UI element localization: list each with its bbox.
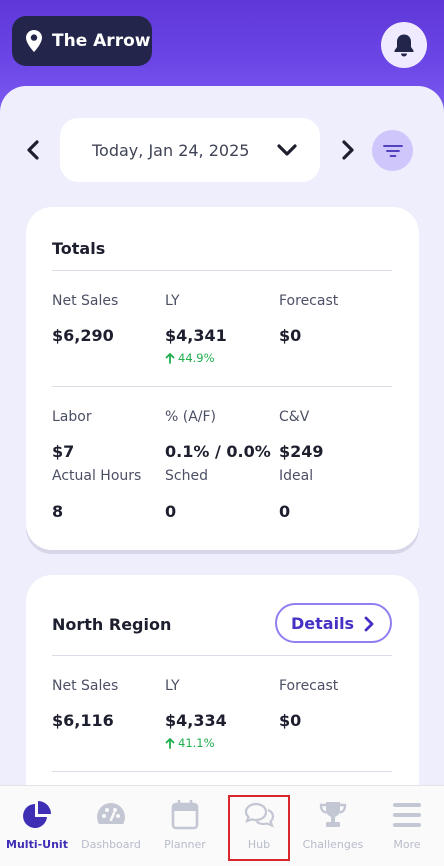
- divider: [52, 771, 392, 772]
- tab-multi-unit[interactable]: Multi-Unit: [0, 786, 74, 866]
- filter-button[interactable]: [372, 130, 413, 171]
- pie-chart-icon: [23, 801, 51, 828]
- net-sales-value: $6,116: [52, 711, 114, 730]
- cv-value: $249: [279, 442, 324, 461]
- ly-value: $4,334: [165, 711, 227, 730]
- calendar-icon: [171, 800, 199, 830]
- ly-delta-value: 41.1%: [178, 736, 215, 750]
- trophy-icon: [319, 802, 347, 827]
- tab-label: Multi-Unit: [6, 838, 68, 851]
- forecast-value: $0: [279, 711, 302, 730]
- net-sales-label: Net Sales: [52, 293, 119, 309]
- arrow-up-icon: [165, 737, 175, 749]
- actual-hours-label: Actual Hours: [52, 468, 142, 484]
- tab-label: More: [393, 838, 421, 851]
- details-button[interactable]: Details: [275, 603, 392, 643]
- next-day-icon[interactable]: [335, 138, 359, 162]
- forecast-label: Forecast: [279, 678, 339, 694]
- location-pin-icon: [26, 30, 42, 52]
- tab-label: Dashboard: [81, 838, 141, 851]
- chat-bubbles-icon: [244, 802, 275, 828]
- net-sales-label: Net Sales: [52, 678, 119, 694]
- menu-icon: [393, 803, 421, 827]
- gauge-icon: [97, 803, 125, 824]
- ly-delta-value: 44.9%: [178, 351, 215, 365]
- sched-value: 0: [165, 502, 177, 521]
- forecast-value: $0: [279, 326, 302, 345]
- location-selector[interactable]: The Arrow: [12, 16, 152, 66]
- bottom-tab-bar: Multi-Unit Dashboard Planner Hub: [0, 785, 444, 866]
- chevron-down-icon: [277, 144, 297, 156]
- bell-icon: [394, 34, 414, 57]
- labor-label: Labor: [52, 409, 92, 425]
- forecast-label: Forecast: [279, 293, 339, 309]
- ideal-value: 0: [279, 502, 291, 521]
- card-title: North Region: [52, 615, 172, 634]
- net-sales-value: $6,290: [52, 326, 114, 345]
- sched-label: Sched: [165, 468, 208, 484]
- region-card-north: North Region Details Net Sales $6,116 LY…: [26, 575, 419, 815]
- ly-label: LY: [165, 293, 180, 309]
- tab-more[interactable]: More: [370, 786, 444, 866]
- previous-day-icon[interactable]: [22, 138, 46, 162]
- ly-label: LY: [165, 678, 180, 694]
- app-header: The Arrow: [0, 0, 444, 100]
- filter-icon: [382, 144, 403, 157]
- notifications-button[interactable]: [381, 22, 427, 68]
- date-picker[interactable]: Today, Jan 24, 2025: [60, 118, 320, 182]
- af-value: 0.1% / 0.0%: [165, 442, 271, 461]
- tab-hub[interactable]: Hub: [222, 786, 296, 866]
- tab-dashboard[interactable]: Dashboard: [74, 786, 148, 866]
- ideal-label: Ideal: [279, 468, 314, 484]
- labor-value: $7: [52, 442, 75, 461]
- tab-label: Hub: [247, 838, 271, 851]
- chevron-right-icon: [364, 616, 374, 632]
- cv-label: C&V: [279, 409, 310, 425]
- arrow-up-icon: [165, 352, 175, 364]
- af-label: % (A/F): [165, 409, 217, 425]
- details-label: Details: [291, 613, 355, 633]
- tab-planner[interactable]: Planner: [148, 786, 222, 866]
- divider: [52, 386, 392, 387]
- divider: [52, 270, 392, 271]
- location-name: The Arrow: [52, 31, 151, 51]
- ly-delta: 41.1%: [165, 736, 215, 750]
- totals-card: Totals Net Sales $6,290 LY $4,341 44.9% …: [26, 207, 419, 550]
- tab-label: Planner: [164, 838, 206, 851]
- ly-delta: 44.9%: [165, 351, 215, 365]
- actual-hours-value: 8: [52, 502, 64, 521]
- ly-value: $4,341: [165, 326, 227, 345]
- divider: [52, 655, 392, 656]
- card-title: Totals: [52, 239, 106, 258]
- tab-label: Challenges: [302, 838, 364, 851]
- tab-challenges[interactable]: Challenges: [296, 786, 370, 866]
- date-navigator: Today, Jan 24, 2025: [0, 118, 444, 182]
- selected-date: Today, Jan 24, 2025: [92, 140, 250, 160]
